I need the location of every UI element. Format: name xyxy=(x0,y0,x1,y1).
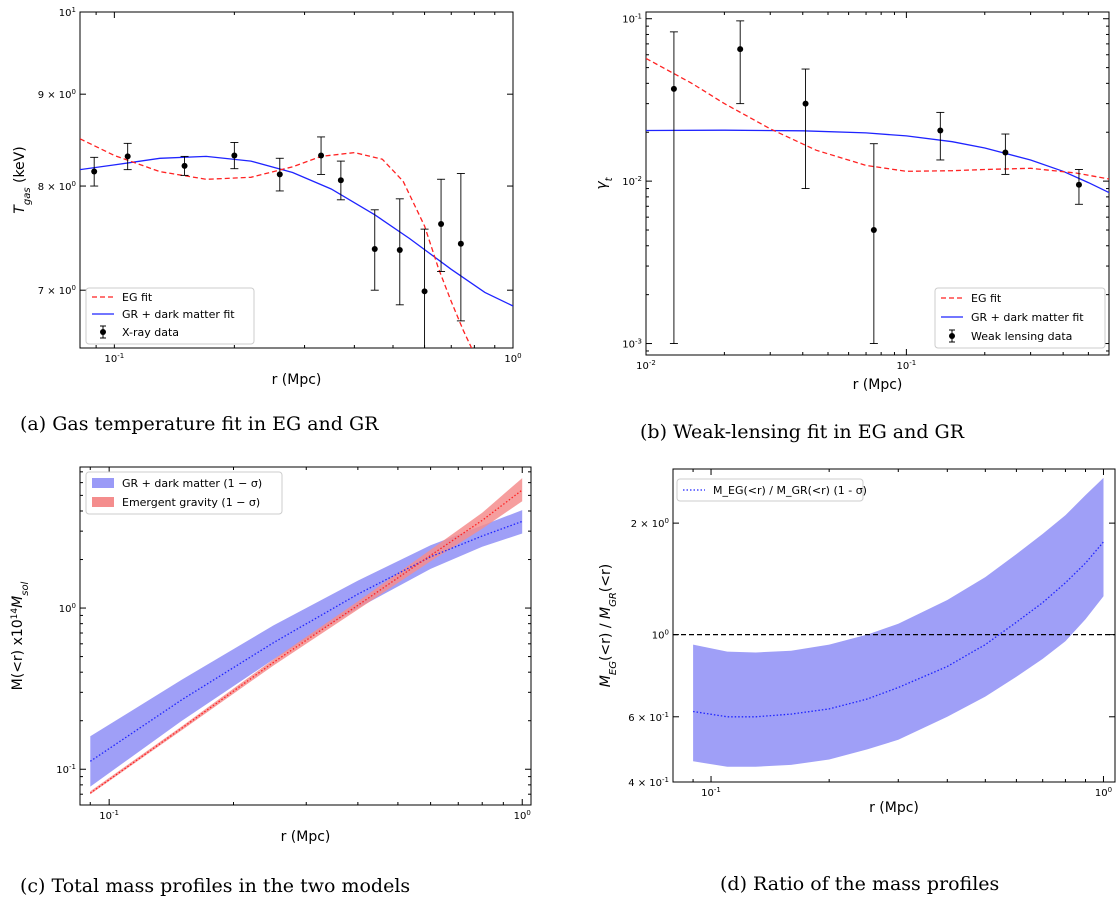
ratio-band xyxy=(693,477,1104,767)
legend-swatch xyxy=(92,478,114,488)
legend-swatch xyxy=(949,333,955,339)
y-axis-label: MEG(<r) / MGR(<r) xyxy=(598,564,619,687)
y-axis-label: M(<r) x1014Msol xyxy=(10,581,31,690)
x-tick-label: 10-1 xyxy=(897,359,917,372)
caption-a: (a) Gas temperature fit in EG and GR xyxy=(20,413,379,435)
y-tick-label: 7 × 100 xyxy=(38,284,76,297)
data-point xyxy=(737,46,744,53)
legend-label: X-ray data xyxy=(122,326,179,339)
gr-fit-line xyxy=(646,129,1109,194)
x-tick-label: 10-2 xyxy=(636,359,656,372)
y-tick-label: 10-1 xyxy=(622,13,642,26)
x-axis-label: r (Mpc) xyxy=(869,800,919,816)
legend-swatch xyxy=(100,329,106,335)
legend-swatch xyxy=(92,497,114,507)
legend-box xyxy=(934,287,1106,349)
legend-label: Weak lensing data xyxy=(971,330,1072,343)
panel-a-gas-temperature: 10-1 100 7 × 100 8 × 100 9 × 100 101 EG fit GR … xyxy=(12,6,522,388)
y-tick-label: 10-3 xyxy=(622,338,642,351)
data-point xyxy=(124,153,131,160)
legend-label: EG fit xyxy=(971,292,1002,305)
plot-frame xyxy=(645,11,1110,356)
data-point xyxy=(802,100,809,107)
data-point xyxy=(91,168,98,175)
legend-box xyxy=(676,478,864,502)
legend-box xyxy=(85,471,283,515)
y-tick-label: 101 xyxy=(59,6,76,19)
y-tick-label: 100 xyxy=(59,602,76,615)
legend-label: M_EG(<r) / M_GR(<r) (1 - σ) xyxy=(713,484,867,497)
x-tick-label: 10-1 xyxy=(104,352,124,365)
panel-c-total-mass: 10-1 100 10-1 100 GR + dark matter (1 − σ) Em… xyxy=(10,466,532,845)
x-tick-label: 100 xyxy=(1095,786,1112,799)
data-point xyxy=(421,288,428,295)
ratio-median-line xyxy=(693,541,1104,718)
panel-b-weak-lensing: 10-2 10-1 10-3 10-2 10-1 EG fit GR + dark matt… xyxy=(594,11,1110,393)
y-tick-label: 100 xyxy=(652,629,669,642)
y-tick-label: 10-2 xyxy=(622,175,642,188)
data-point xyxy=(1075,181,1082,188)
x-tick-label: 10-1 xyxy=(701,786,721,799)
eg-median-line xyxy=(89,489,523,794)
data-point xyxy=(318,152,325,159)
legend-box xyxy=(85,287,255,345)
legend-label: Emergent gravity (1 − σ) xyxy=(122,496,260,509)
legend-label: GR + dark matter fit xyxy=(971,311,1084,324)
data-point xyxy=(1002,149,1009,156)
caption-c: (c) Total mass profiles in the two model… xyxy=(20,875,410,897)
gr-fit-line xyxy=(80,155,513,307)
x-tick-label: 100 xyxy=(504,352,521,365)
y-tick-label: 8 × 100 xyxy=(38,180,76,193)
data-point xyxy=(181,162,188,169)
x-axis-label: r (Mpc) xyxy=(272,372,322,388)
gr-median-line xyxy=(89,520,523,762)
plot-frame xyxy=(672,468,1116,783)
data-point xyxy=(457,240,464,247)
y-tick-label: 2 × 100 xyxy=(631,517,669,530)
plot-frame xyxy=(79,11,514,349)
data-point xyxy=(870,227,877,234)
plot-frame xyxy=(79,466,532,806)
data-point xyxy=(276,171,283,178)
data-point xyxy=(937,127,944,134)
legend-label: GR + dark matter (1 − σ) xyxy=(122,477,262,490)
y-axis-label: γt xyxy=(594,176,615,189)
data-point xyxy=(371,245,378,252)
data-point xyxy=(670,85,677,92)
x-tick-label: 100 xyxy=(514,809,531,822)
y-tick-label: 10-1 xyxy=(56,763,76,776)
data-point xyxy=(438,221,445,228)
data-point xyxy=(231,152,238,159)
y-tick-label: 9 × 100 xyxy=(38,88,76,101)
eg-band xyxy=(90,478,523,795)
y-tick-label: 4 × 10-1 xyxy=(628,776,669,789)
data-point xyxy=(396,247,403,254)
y-tick-label: 6 × 10-1 xyxy=(628,711,669,724)
x-axis-label: r (Mpc) xyxy=(853,377,903,393)
y-axis-label: Tgas (keV) xyxy=(12,146,33,213)
x-axis-label: r (Mpc) xyxy=(281,829,331,845)
data-point xyxy=(337,177,344,184)
eg-fit-line xyxy=(646,57,1109,180)
legend-label: EG fit xyxy=(122,291,153,304)
caption-b: (b) Weak-lensing fit in EG and GR xyxy=(640,421,965,443)
caption-d: (d) Ratio of the mass profiles xyxy=(720,873,999,895)
legend-label: GR + dark matter fit xyxy=(122,308,235,321)
panel-d-mass-ratio: 10-1 100 4 × 10-1 6 × 10-1 100 2 × 100 M_EG(<r… xyxy=(598,468,1116,816)
gr-band xyxy=(90,510,523,787)
x-tick-label: 10-1 xyxy=(99,809,119,822)
